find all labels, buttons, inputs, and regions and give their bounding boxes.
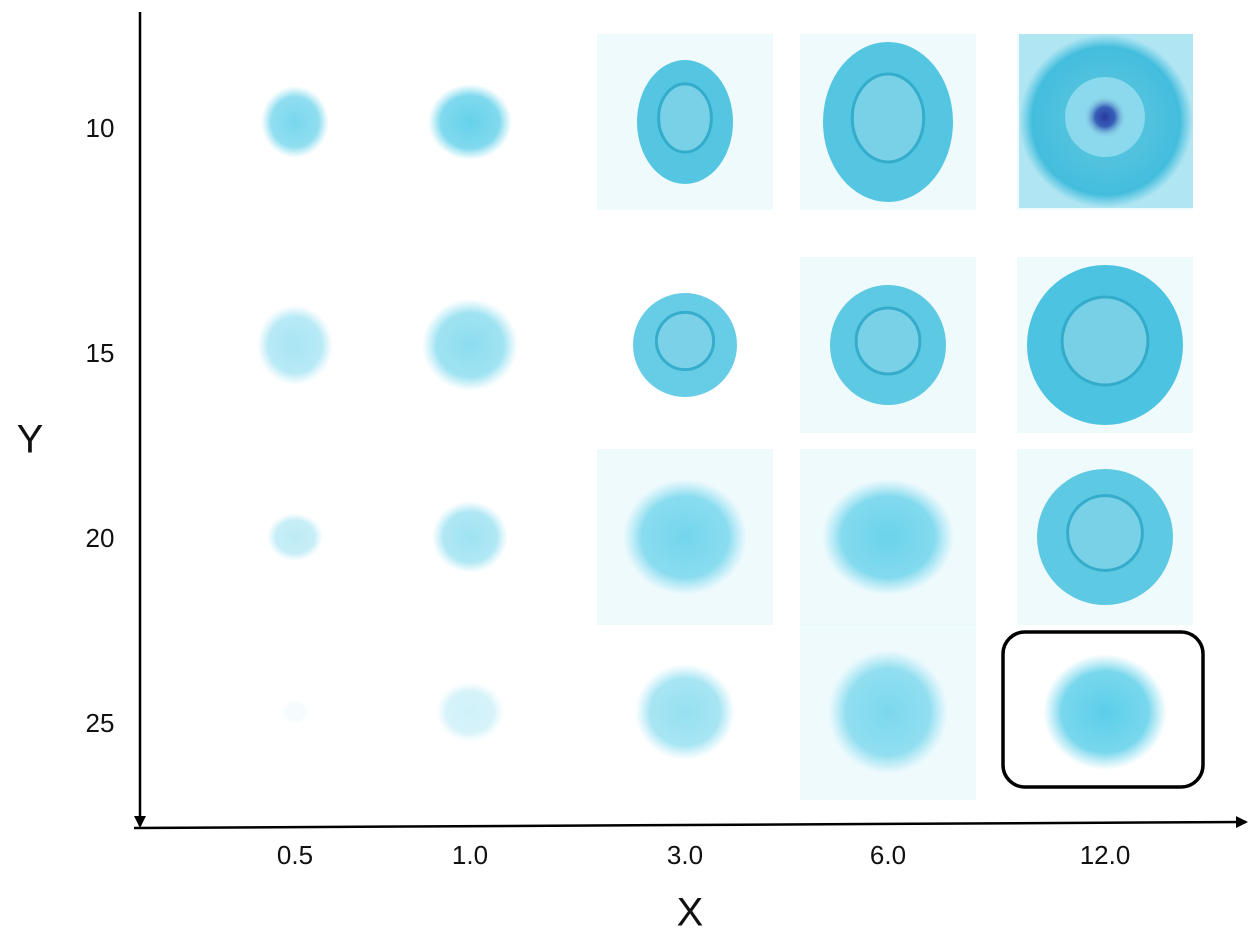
spot-ring [852, 74, 924, 162]
y-tick-label: 10 [86, 113, 115, 143]
y-axis-label: Y [17, 418, 44, 462]
spot [822, 479, 954, 595]
x-tick-label: 12.0 [1080, 840, 1131, 870]
spot [1043, 654, 1167, 770]
figure: X Y 0.5 1.0 3.0 6.0 12.0 10 15 20 25 [0, 0, 1248, 935]
spot-ring [1068, 496, 1143, 571]
x-tick-label: 3.0 [667, 840, 703, 870]
spot [436, 682, 504, 742]
y-tick-label: 15 [86, 338, 115, 368]
x-axis-line [134, 822, 1246, 828]
spots [257, 34, 1193, 800]
spot [428, 84, 512, 160]
spot-ring [1062, 297, 1148, 385]
x-axis-label: X [677, 891, 704, 935]
spot-core [1083, 95, 1127, 139]
spot [281, 700, 309, 724]
y-tick-label: 20 [86, 523, 115, 553]
x-tick-label: 6.0 [870, 840, 906, 870]
spot-ring [659, 84, 712, 152]
x-tick-label: 1.0 [452, 840, 488, 870]
spot-ring [656, 312, 713, 369]
spot [623, 479, 747, 595]
spot [432, 501, 508, 573]
spot-ring [856, 308, 920, 374]
y-tick-label: 25 [86, 708, 115, 738]
spot [635, 664, 735, 760]
spot [828, 650, 948, 774]
x-tick-label: 0.5 [277, 840, 313, 870]
spot [267, 513, 323, 561]
spot [422, 299, 518, 391]
spot [257, 305, 333, 385]
spot [261, 86, 329, 158]
